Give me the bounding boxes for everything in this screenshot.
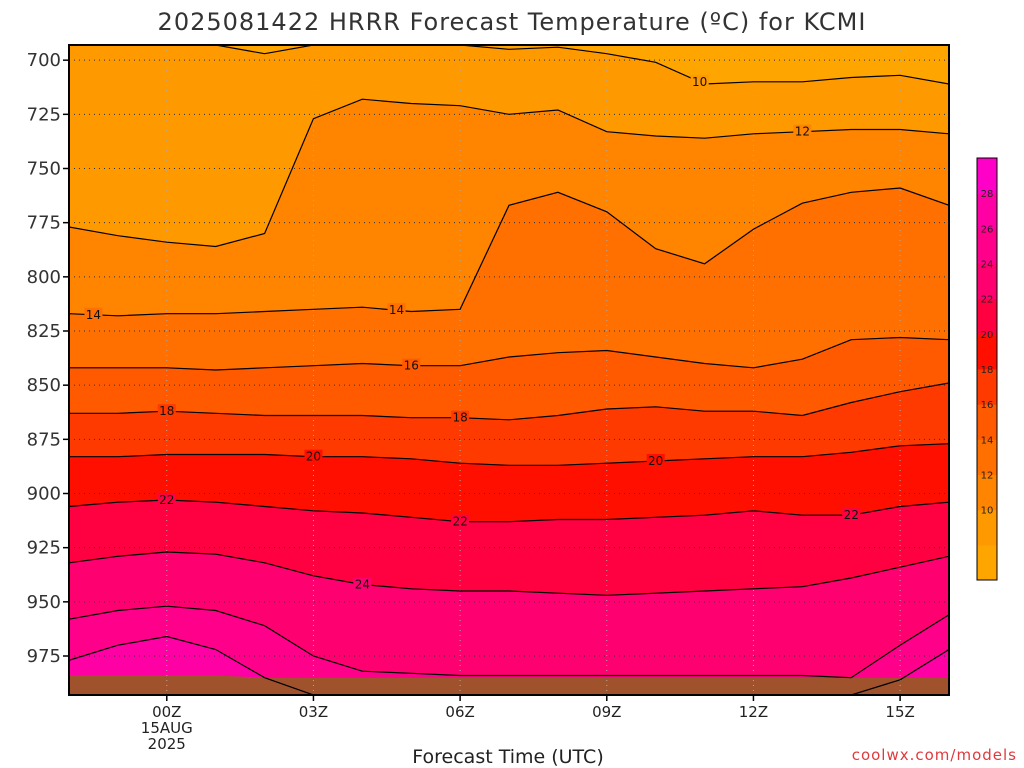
ground-layer <box>69 675 949 695</box>
contour-label-22: 22 <box>844 508 859 522</box>
contour-label-20: 20 <box>648 454 663 468</box>
y-tick-label-925: 925 <box>27 538 61 559</box>
contour-22 <box>69 499 949 523</box>
contour-label-18: 18 <box>159 404 174 418</box>
y-tick-label-900: 900 <box>27 484 61 505</box>
contour-label-bg-24 <box>353 577 372 592</box>
colorbar-segment-20 <box>977 333 997 370</box>
colorbar-segment-30 <box>977 158 997 194</box>
contour-16 <box>69 336 949 371</box>
contour-label-12: 12 <box>795 125 810 139</box>
plot-frame <box>68 44 950 696</box>
x-tick-label-0-1: 15AUG <box>141 719 193 737</box>
chart-title: 2025081422 HRRR Forecast Temperature (ºC… <box>158 8 867 36</box>
y-tick-label-975: 975 <box>27 646 61 667</box>
contour-label-14: 14 <box>389 303 404 317</box>
credit-text: coolwx.com/models <box>852 746 1017 764</box>
y-tick-label-775: 775 <box>27 213 61 234</box>
contour-label-bg-14 <box>387 303 406 318</box>
x-tick-label-0-0: 00Z <box>152 703 181 721</box>
colorbar-label-16: 16 <box>981 400 994 411</box>
contour-20 <box>69 443 949 466</box>
contour-label-layer: 10 12 14 14 16 18 18 20 20 22 22 22 24 <box>84 74 861 592</box>
contour-label-bg-22 <box>451 514 470 529</box>
y-tick-label-800: 800 <box>27 267 61 288</box>
contour-label-bg-20 <box>646 454 665 468</box>
y-tick-label-700: 700 <box>27 50 61 71</box>
colorbar-label-24: 24 <box>981 260 994 271</box>
x-tick-label-9-0: 09Z <box>592 703 621 721</box>
contour-10 <box>69 45 949 85</box>
contour-label-24: 24 <box>355 578 370 592</box>
temperature-band-8 <box>69 45 949 85</box>
contour-label-22: 22 <box>452 515 467 529</box>
y-tick-label-750: 750 <box>27 159 61 180</box>
y-axis: 700 725 750 775 800 825 850 875 900 925 950 975 <box>27 50 69 667</box>
y-tick-label-875: 875 <box>27 429 61 450</box>
colorbar: 10 12 14 16 18 20 22 24 26 28 <box>976 157 998 581</box>
colorbar-label-22: 22 <box>981 295 994 306</box>
contour-label-bg-22 <box>157 493 176 507</box>
x-tick-label-0-2: 2025 <box>148 735 186 753</box>
contour-24 <box>69 551 949 596</box>
contour-18 <box>69 382 949 421</box>
x-tick-label-3-0: 03Z <box>299 703 328 721</box>
contour-label-18: 18 <box>452 411 467 425</box>
temperature-fill-layer <box>69 45 949 695</box>
contour-label-bg-12 <box>793 124 812 139</box>
colorbar-segment-14 <box>977 439 997 475</box>
colorbar-segment-18 <box>977 369 997 405</box>
contour-26 <box>69 605 949 679</box>
contour-label-bg-14 <box>84 307 103 322</box>
contour-label-bg-18 <box>157 404 176 419</box>
contour-label-14: 14 <box>86 308 101 322</box>
colorbar-label-20: 20 <box>981 330 994 341</box>
colorbar-segment-10 <box>977 509 997 546</box>
contour-label-22: 22 <box>159 493 174 507</box>
colorbar-label-12: 12 <box>981 471 994 482</box>
colorbar-frame <box>976 157 998 581</box>
x-tick-label-6-0: 06Z <box>445 703 474 721</box>
contour-label-10: 10 <box>692 75 707 89</box>
y-tick-label-825: 825 <box>27 321 61 342</box>
colorbar-segment-28 <box>977 193 997 229</box>
contour-label-16: 16 <box>404 359 419 373</box>
grid-layer <box>69 45 949 695</box>
y-tick-label-850: 850 <box>27 375 61 396</box>
colorbar-segment-24 <box>977 263 997 300</box>
contour-28 <box>69 635 949 695</box>
y-tick-label-725: 725 <box>27 104 61 125</box>
x-axis-label: Forecast Time (UTC) <box>412 746 603 768</box>
colorbar-label-14: 14 <box>981 435 994 446</box>
contour-14 <box>69 187 949 317</box>
colorbar-label-10: 10 <box>981 506 994 517</box>
colorbar-label-28: 28 <box>981 189 994 200</box>
contour-label-bg-16 <box>402 358 421 373</box>
contour-label-bg-22 <box>842 508 861 523</box>
contour-label-bg-18 <box>451 410 470 425</box>
colorbar-segment-8 <box>977 544 997 581</box>
contour-label-20: 20 <box>306 450 321 464</box>
colorbar-label-18: 18 <box>981 365 994 376</box>
x-tick-label-15-0: 15Z <box>885 703 914 721</box>
colorbar-segment-16 <box>977 404 997 440</box>
colorbar-segment-26 <box>977 228 997 264</box>
colorbar-segment-12 <box>977 474 997 511</box>
contour-label-bg-20 <box>304 449 323 464</box>
ground-surface <box>69 675 949 695</box>
contour-label-bg-10 <box>690 74 709 89</box>
x-tick-label-12-0: 12Z <box>739 703 768 721</box>
colorbar-segment-22 <box>977 298 997 335</box>
y-tick-label-950: 950 <box>27 592 61 613</box>
colorbar-label-26: 26 <box>981 224 994 235</box>
